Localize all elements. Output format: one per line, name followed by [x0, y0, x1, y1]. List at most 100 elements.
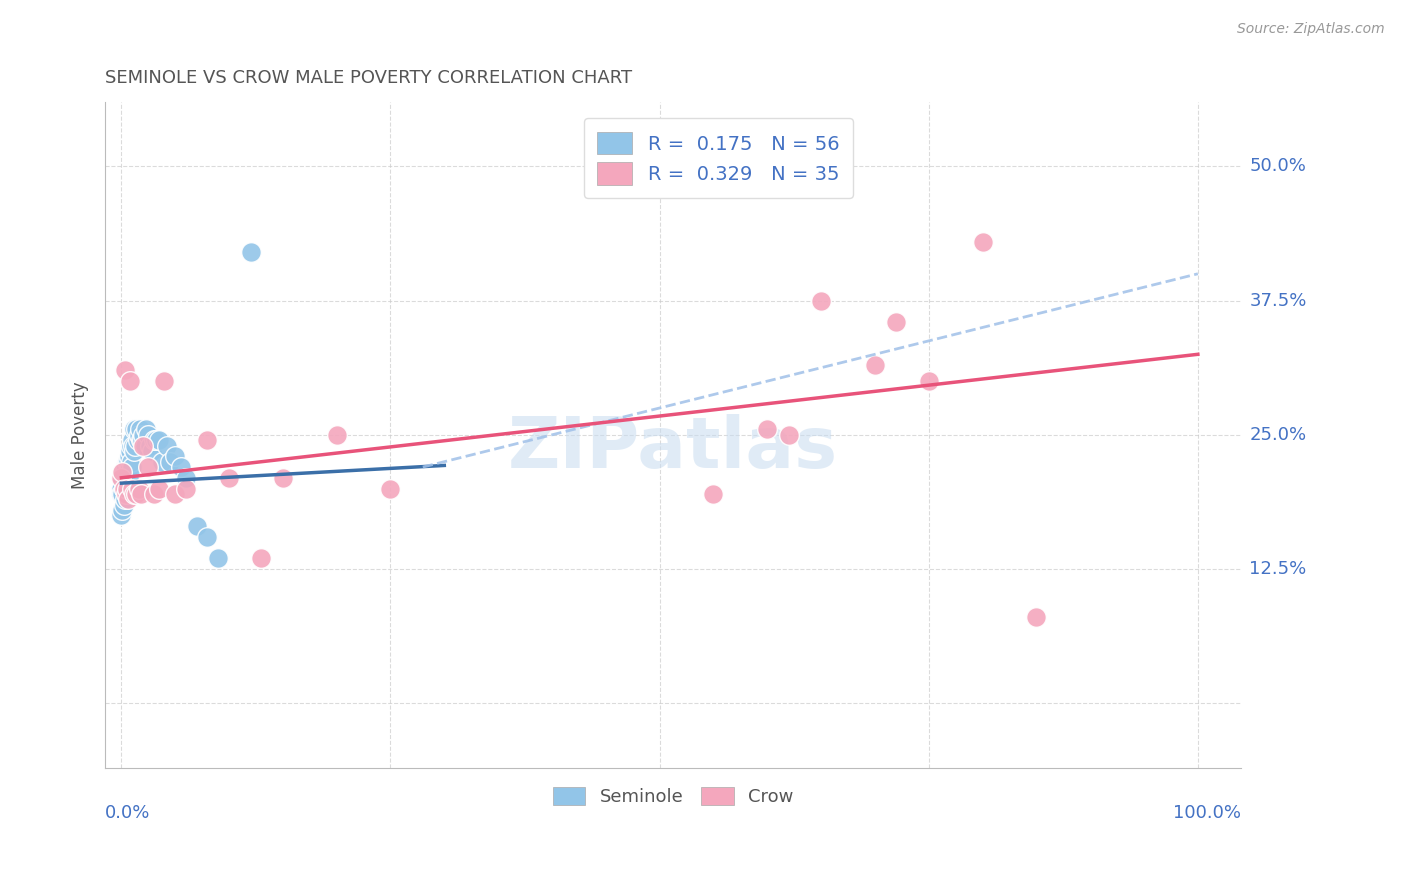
Point	[110, 487, 132, 501]
Point	[135, 422, 157, 436]
Point	[118, 460, 141, 475]
Point	[111, 487, 134, 501]
Point	[112, 498, 135, 512]
Point	[117, 492, 139, 507]
Point	[132, 427, 155, 442]
Point	[121, 482, 143, 496]
Point	[131, 434, 153, 448]
Point	[165, 487, 187, 501]
Point	[110, 508, 132, 523]
Point	[124, 487, 146, 501]
Point	[121, 460, 143, 475]
Point	[115, 487, 138, 501]
Text: 50.0%: 50.0%	[1250, 157, 1306, 176]
Point	[114, 460, 136, 475]
Point	[150, 455, 173, 469]
Point	[114, 476, 136, 491]
Point	[702, 487, 724, 501]
Point	[153, 374, 176, 388]
Point	[118, 444, 141, 458]
Point	[112, 466, 135, 480]
Point	[122, 439, 145, 453]
Point	[271, 471, 294, 485]
Point	[124, 444, 146, 458]
Point	[120, 455, 142, 469]
Point	[239, 245, 262, 260]
Point	[148, 434, 170, 448]
Y-axis label: Male Poverty: Male Poverty	[72, 381, 89, 489]
Point	[141, 444, 163, 458]
Text: 37.5%: 37.5%	[1250, 292, 1306, 310]
Point	[250, 551, 273, 566]
Point	[325, 427, 347, 442]
Point	[159, 455, 181, 469]
Point	[1025, 610, 1047, 624]
Point	[115, 482, 138, 496]
Text: 25.0%: 25.0%	[1250, 425, 1306, 444]
Point	[117, 455, 139, 469]
Point	[114, 363, 136, 377]
Text: 100.0%: 100.0%	[1173, 805, 1241, 822]
Point	[972, 235, 994, 249]
Point	[132, 439, 155, 453]
Point	[114, 492, 136, 507]
Point	[380, 482, 402, 496]
Point	[918, 374, 941, 388]
Point	[129, 434, 152, 448]
Point	[118, 450, 141, 464]
Text: SEMINOLE VS CROW MALE POVERTY CORRELATION CHART: SEMINOLE VS CROW MALE POVERTY CORRELATIO…	[105, 69, 633, 87]
Point	[128, 482, 150, 496]
Point	[165, 450, 187, 464]
Point	[112, 482, 135, 496]
Point	[124, 422, 146, 436]
Point	[148, 482, 170, 496]
Point	[120, 439, 142, 453]
Text: ZIPatlas: ZIPatlas	[508, 414, 838, 483]
Point	[118, 374, 141, 388]
Point	[111, 503, 134, 517]
Point	[111, 466, 134, 480]
Point	[114, 487, 136, 501]
Point	[169, 460, 191, 475]
Point	[114, 460, 136, 475]
Point	[218, 471, 240, 485]
Point	[134, 439, 156, 453]
Point	[111, 471, 134, 485]
Text: Source: ZipAtlas.com: Source: ZipAtlas.com	[1237, 22, 1385, 37]
Point	[124, 439, 146, 453]
Point	[174, 471, 197, 485]
Point	[155, 439, 177, 453]
Point	[197, 434, 219, 448]
Point	[136, 427, 159, 442]
Text: 12.5%: 12.5%	[1250, 560, 1306, 578]
Point	[128, 422, 150, 436]
Point	[115, 471, 138, 485]
Point	[125, 422, 148, 436]
Point	[886, 315, 908, 329]
Point	[128, 427, 150, 442]
Point	[207, 551, 229, 566]
Point	[110, 471, 132, 485]
Point	[118, 471, 141, 485]
Point	[756, 422, 779, 436]
Point	[139, 439, 162, 453]
Point	[778, 427, 800, 442]
Point	[112, 482, 135, 496]
Point	[114, 482, 136, 496]
Point	[117, 466, 139, 480]
Point	[121, 434, 143, 448]
Point	[125, 487, 148, 501]
Point	[810, 293, 832, 308]
Point	[142, 434, 165, 448]
Point	[129, 487, 152, 501]
Point	[197, 530, 219, 544]
Text: 0.0%: 0.0%	[105, 805, 150, 822]
Point	[115, 455, 138, 469]
Point	[110, 482, 132, 496]
Point	[127, 434, 149, 448]
Point	[142, 487, 165, 501]
Point	[145, 434, 167, 448]
Point	[136, 460, 159, 475]
Point	[174, 482, 197, 496]
Point	[863, 358, 886, 372]
